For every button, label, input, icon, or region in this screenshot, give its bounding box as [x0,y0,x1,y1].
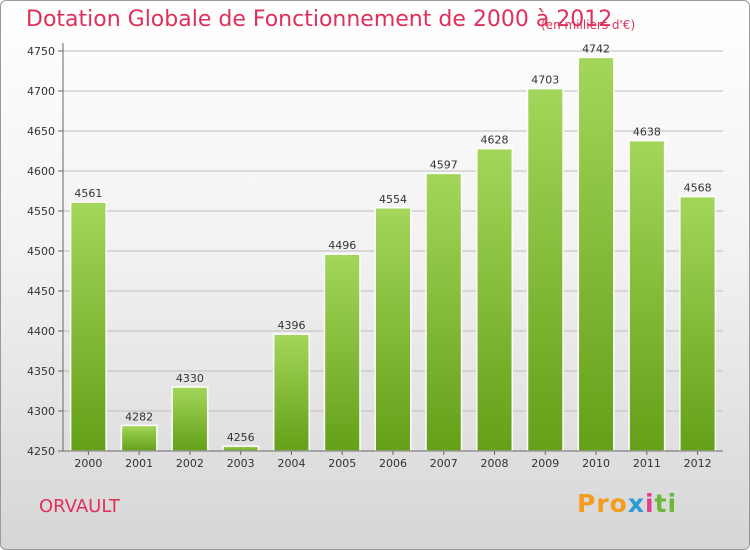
logo-part: i [644,489,655,518]
bars: 4561 4282 4330 4256 4396 4496 4554 4597 4628 4703… [69,42,717,452]
y-tick-label: 4450 [27,285,55,298]
bar-2009 [526,87,564,452]
data-label: 4568 [684,182,712,195]
y-tick-label: 4600 [27,165,55,178]
x-tick-label: 2000 [74,457,102,470]
y-tick-label: 4750 [27,45,55,58]
x-tick-label: 2011 [633,457,661,470]
data-label: 4597 [430,158,458,171]
chart-title: Dotation Globale de Fonctionnement de 20… [26,7,613,32]
bar-2011 [628,139,666,452]
x-tick-label: 2004 [277,457,305,470]
data-label: 4282 [125,410,153,423]
x-tick-label: 2005 [328,457,356,470]
proxiti-logo[interactable]: Proxiti [577,489,677,518]
bar-2001 [120,424,158,452]
data-label: 4256 [227,431,255,444]
bar-2006 [374,207,412,452]
bar-2007 [425,172,463,452]
x-tick-label: 2007 [430,457,458,470]
y-tick-label: 4700 [27,85,55,98]
x-tick-label: 2002 [176,457,204,470]
y-tick-label: 4500 [27,245,55,258]
data-label: 4628 [481,134,509,147]
y-tick-label: 4650 [27,125,55,138]
x-tick-label: 2010 [582,457,610,470]
bar-2003 [222,445,260,452]
y-tick-label: 4550 [27,205,55,218]
x-tick-label: 2001 [125,457,153,470]
bar-2008 [476,147,514,452]
logo-part: x [627,489,645,518]
x-tick-label: 2008 [481,457,509,470]
bar-2012 [679,195,717,452]
data-label: 4703 [531,74,559,87]
x-tick-label: 2012 [684,457,712,470]
logo-part: Pro [577,489,628,518]
bar-2005 [323,253,361,452]
data-label: 4554 [379,193,407,206]
bar-2002 [171,386,209,452]
x-tick-label: 2009 [531,457,559,470]
data-label: 4496 [328,239,356,252]
axes: 4250 4300 4350 4400 4450 4500 4550 4600 4650 4700… [27,43,723,470]
data-label: 4396 [277,319,305,332]
y-tick-label: 4250 [27,445,55,458]
chart-subtitle: (en milliers d'€) [541,18,636,32]
x-tick-label: 2006 [379,457,407,470]
bar-2000 [69,201,107,452]
bar-2004 [272,333,310,452]
bar-2010 [577,56,615,452]
y-tick-label: 4300 [27,405,55,418]
commune-name: ORVAULT [39,496,120,517]
data-label: 4638 [633,126,661,139]
x-tick-label: 2003 [227,457,255,470]
y-tick-label: 4400 [27,325,55,338]
logo-part: ti [654,489,678,518]
data-label: 4742 [582,42,610,55]
data-label: 4561 [74,187,102,200]
data-label: 4330 [176,372,204,385]
y-tick-label: 4350 [27,365,55,378]
